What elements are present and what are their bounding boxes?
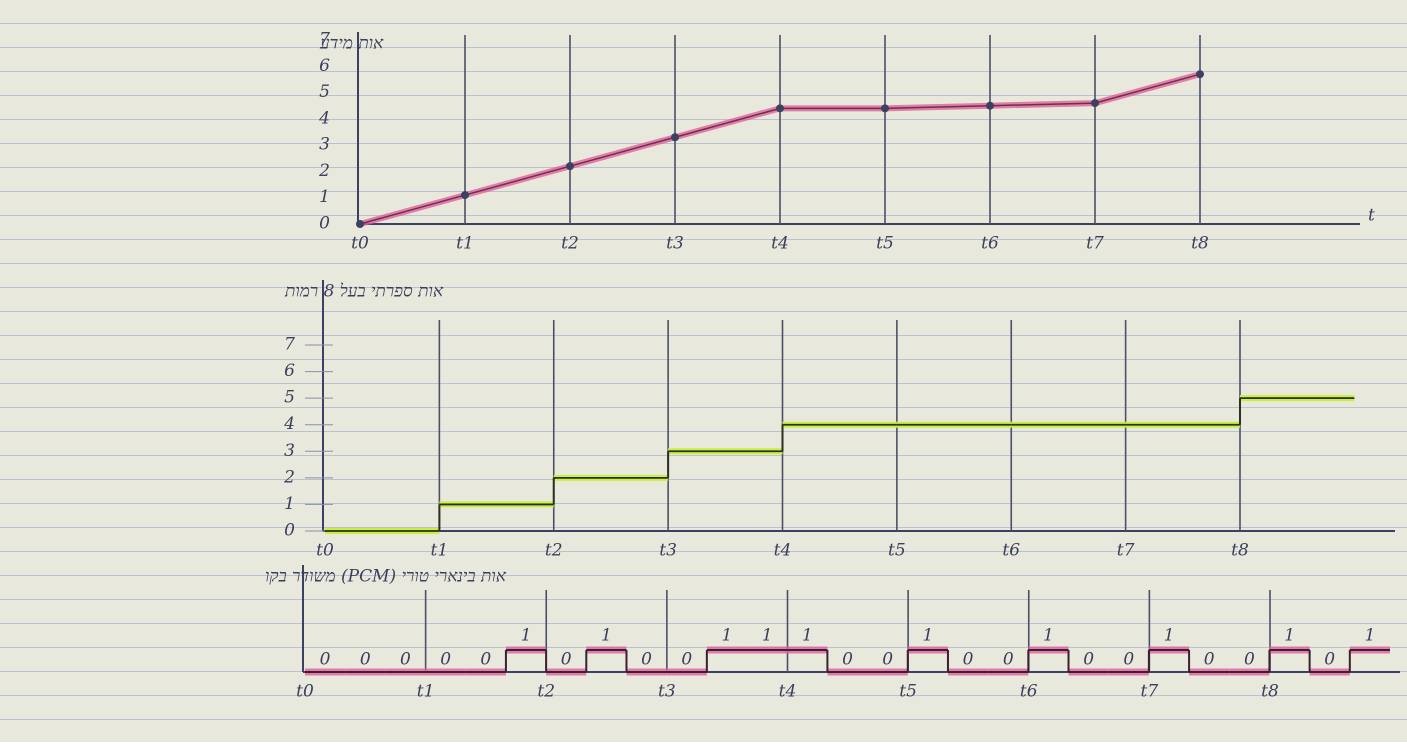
x-tick-label: t3	[666, 234, 684, 254]
y-tick-label: 5	[319, 82, 330, 102]
y-tick-label: 3	[284, 441, 295, 461]
y-tick-label: 7	[284, 335, 295, 355]
y-tick-label: 0	[319, 214, 330, 234]
x-tick-label: t1	[431, 541, 449, 561]
bit-label: 0	[561, 650, 572, 670]
x-tick-label: t4	[779, 682, 797, 702]
x-tick-label: t3	[659, 541, 677, 561]
x-axis-label: t	[1368, 206, 1375, 226]
sample-point	[671, 133, 679, 142]
x-tick-label: t7	[1141, 682, 1159, 702]
bit-label: 0	[842, 650, 853, 670]
x-tick-label: t5	[876, 234, 894, 254]
y-tick-label: 2	[318, 161, 330, 181]
x-tick-label: t7	[1086, 234, 1104, 254]
y-tick-label: 5	[284, 388, 295, 408]
bit-label: 1	[1043, 626, 1054, 646]
x-tick-label: t2	[545, 541, 563, 561]
y-tick-label: 6	[319, 56, 330, 76]
x-tick-label: t4	[774, 541, 792, 561]
sample-point	[1196, 70, 1204, 79]
x-tick-label: t6	[1020, 682, 1038, 702]
bit-label: 1	[1364, 626, 1375, 646]
bit-label: 0	[641, 650, 652, 670]
bit-label: 1	[802, 626, 813, 646]
bit-label: 0	[440, 650, 451, 670]
bit-label: 0	[1083, 650, 1094, 670]
sample-point	[356, 220, 364, 228]
x-tick-label: t0	[296, 682, 314, 702]
x-tick-label: t8	[1231, 541, 1249, 561]
bit-label: 0	[882, 650, 893, 670]
bit-label: 0	[963, 650, 974, 670]
bit-label: 1	[601, 626, 612, 646]
bit-label: 0	[320, 650, 331, 670]
x-tick-label: t5	[899, 682, 917, 702]
sample-point	[461, 191, 469, 200]
bit-label: 0	[1324, 650, 1335, 670]
bit-label: 1	[722, 626, 733, 646]
bit-label: 0	[1244, 650, 1255, 670]
y-tick-label: 4	[283, 414, 295, 434]
x-tick-label: t4	[771, 234, 789, 254]
chart-title: אות מידע	[319, 34, 384, 54]
y-tick-label: 1	[319, 187, 330, 207]
x-tick-label: t3	[658, 682, 676, 702]
chart-title: אות ספרתי בעל 8 רמות	[284, 282, 444, 302]
sample-point	[1091, 99, 1099, 108]
sample-point	[881, 104, 889, 113]
x-tick-label: t1	[456, 234, 474, 254]
bit-label: 0	[1123, 650, 1134, 670]
sample-point	[776, 104, 784, 113]
sample-point	[566, 162, 574, 171]
x-tick-label: t6	[1002, 541, 1020, 561]
y-tick-label: 4	[318, 108, 330, 128]
y-tick-label: 7	[319, 30, 330, 50]
x-tick-label: t7	[1117, 541, 1135, 561]
bit-label: 0	[400, 650, 411, 670]
y-tick-label: 1	[284, 494, 295, 514]
bit-label: 1	[521, 626, 532, 646]
x-tick-label: t0	[316, 541, 334, 561]
bit-label: 0	[1204, 650, 1215, 670]
x-tick-label: t5	[888, 541, 906, 561]
x-tick-label: t8	[1261, 682, 1279, 702]
y-tick-label: 6	[284, 361, 295, 381]
sample-point	[986, 101, 994, 110]
x-tick-label: t0	[351, 234, 369, 254]
x-tick-label: t8	[1191, 234, 1209, 254]
bit-label: 0	[360, 650, 371, 670]
x-tick-label: t1	[417, 682, 435, 702]
bit-label: 1	[762, 626, 773, 646]
bit-label: 0	[480, 650, 491, 670]
x-tick-label: t6	[981, 234, 999, 254]
x-tick-label: t2	[561, 234, 579, 254]
bit-label: 0	[1003, 650, 1014, 670]
y-tick-label: 3	[319, 135, 330, 155]
bit-label: 1	[1164, 626, 1175, 646]
bit-label: 1	[922, 626, 933, 646]
y-tick-label: 2	[283, 467, 295, 487]
bit-label: 1	[1284, 626, 1295, 646]
bit-label: 0	[681, 650, 692, 670]
chart-title: אות בינארי טורי (PCM) משודר בקו	[265, 567, 507, 587]
x-tick-label: t2	[537, 682, 555, 702]
y-tick-label: 0	[284, 521, 295, 541]
